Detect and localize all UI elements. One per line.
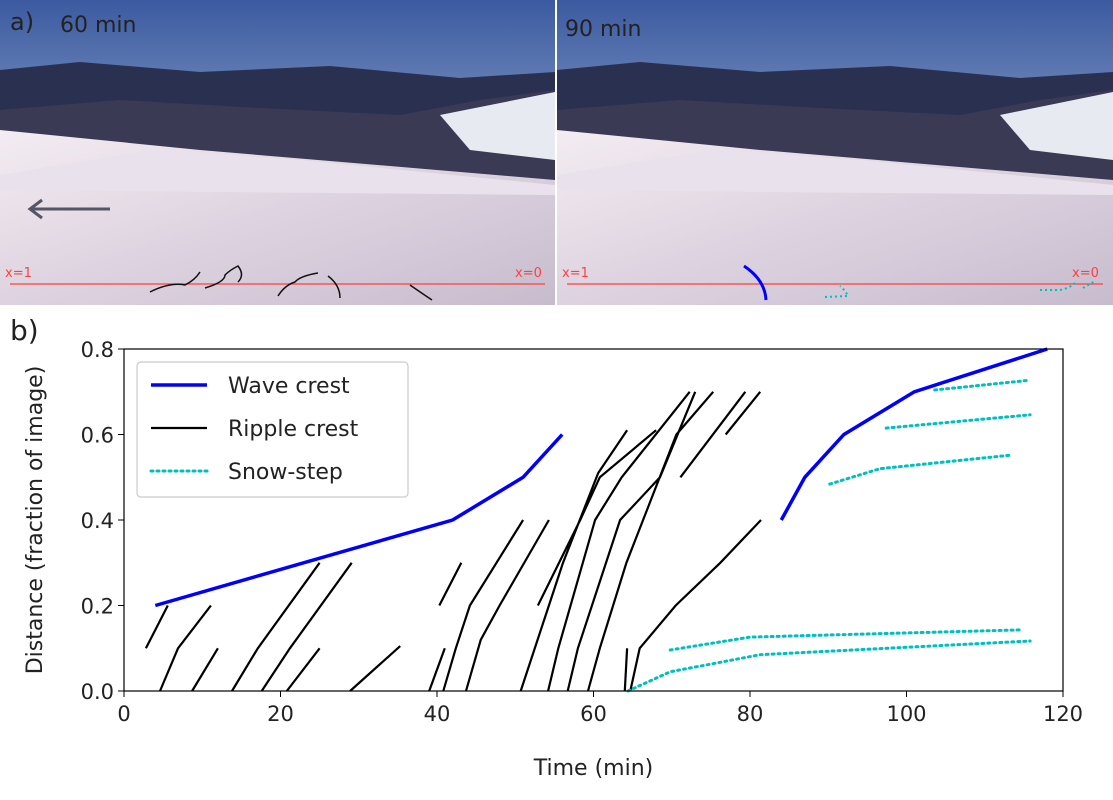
- photo-time: 60 min: [60, 13, 136, 38]
- series-line: [144, 391, 762, 692]
- photo-left: [0, 0, 555, 305]
- x-axis-label: Time (min): [533, 756, 654, 781]
- x-position-label: x=1: [562, 266, 589, 281]
- x-position-label: x=0: [1072, 266, 1099, 281]
- legend-label: Ripple crest: [228, 417, 359, 442]
- legend-label: Wave crest: [228, 374, 350, 399]
- x-tick-label: 120: [1043, 702, 1083, 726]
- y-axis-label: Distance (fraction of image): [23, 366, 48, 675]
- panel-label: b): [10, 314, 39, 347]
- photo-right: [557, 0, 1113, 305]
- y-tick-label: 0.4: [81, 509, 114, 533]
- series-line: [154, 347, 1048, 608]
- x-tick-label: 40: [424, 702, 451, 726]
- panel-label: a): [10, 8, 34, 36]
- x-position-label: x=0: [515, 266, 542, 281]
- legend-label: Snow-step: [228, 460, 343, 485]
- x-tick-label: 20: [267, 702, 294, 726]
- x-tick-label: 60: [580, 702, 607, 726]
- x-position-label: x=1: [5, 266, 32, 281]
- x-tick-label: 80: [737, 702, 764, 726]
- y-tick-label: 0.8: [81, 338, 114, 362]
- x-tick-label: 100: [886, 702, 926, 726]
- series-line: [626, 378, 1032, 693]
- photo-time: 90 min: [565, 17, 641, 42]
- y-tick-label: 0.2: [81, 595, 114, 619]
- y-tick-label: 0.6: [81, 424, 114, 448]
- legend-box: [136, 361, 409, 498]
- y-tick-label: 0.0: [81, 680, 114, 704]
- x-tick-label: 0: [117, 702, 130, 726]
- axes-frame: [123, 348, 1064, 692]
